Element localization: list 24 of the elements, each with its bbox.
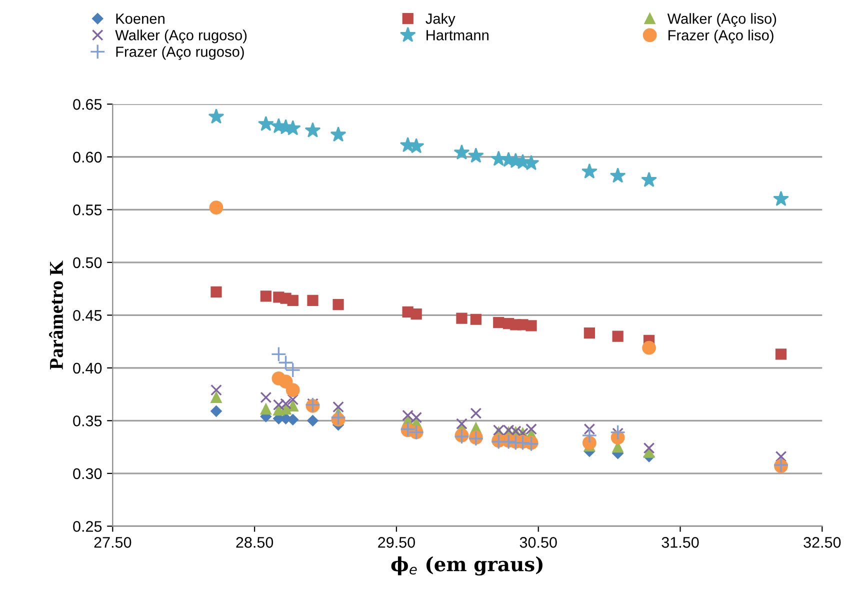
x-tick-label: 30.50 bbox=[520, 536, 557, 548]
legend-label: Frazer (Aço liso) bbox=[668, 30, 774, 44]
x-tick-label: 31.50 bbox=[662, 536, 699, 548]
y-tick-label: 0.60 bbox=[73, 152, 102, 163]
legend-label: Jaky bbox=[426, 13, 456, 27]
y-tick-label: 0.65 bbox=[73, 99, 102, 110]
legend-label: Frazer (Aço rugoso) bbox=[116, 46, 244, 60]
legend-label: Walker (Aço rugoso) bbox=[115, 30, 247, 44]
legend-label: Koenen bbox=[116, 14, 164, 24]
y-tick-label: 0.35 bbox=[73, 416, 102, 426]
y-tick-label: 0.25 bbox=[73, 521, 102, 532]
x-tick-label: 28.50 bbox=[236, 536, 274, 548]
legend-label: Hartmann bbox=[426, 30, 488, 40]
x-tick-label: 29.50 bbox=[378, 536, 415, 548]
y-axis-title: Parâmetro K bbox=[49, 260, 64, 370]
y-tick-label: 0.30 bbox=[73, 468, 102, 480]
legend-label: Walker (Aço liso) bbox=[667, 13, 776, 27]
x-tick-label: 27.50 bbox=[94, 536, 132, 548]
y-tick-label: 0.50 bbox=[73, 257, 102, 268]
y-tick-label: 0.55 bbox=[73, 204, 102, 216]
y-tick-label: 0.40 bbox=[73, 362, 102, 374]
y-tick-label: 0.45 bbox=[73, 310, 102, 321]
x-axis-title: ϕ$_{e}$ (em graus) bbox=[391, 556, 542, 576]
x-tick-label: 32.50 bbox=[804, 536, 841, 548]
